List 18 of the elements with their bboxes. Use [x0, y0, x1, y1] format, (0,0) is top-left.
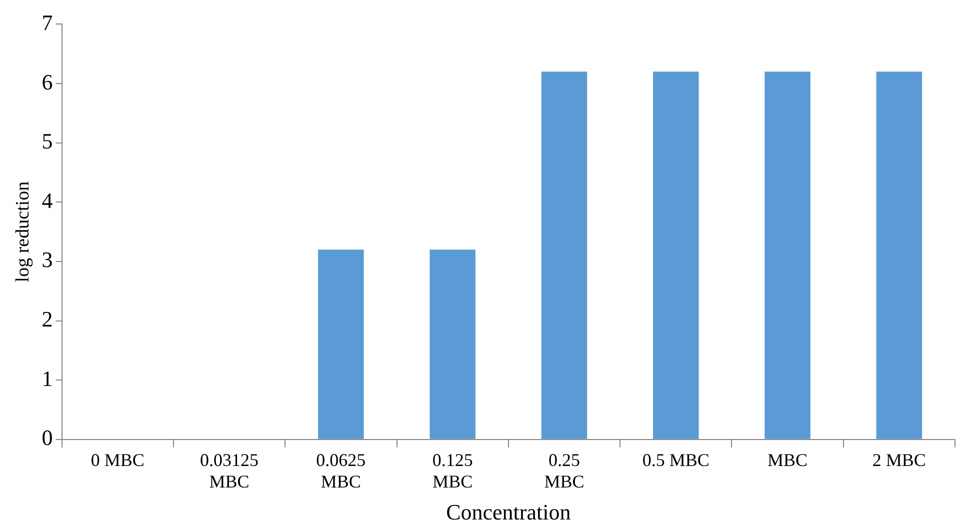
y-tick-label: 6	[42, 69, 53, 94]
y-tick-label: 7	[42, 10, 53, 35]
x-tick-label: 2 MBC	[872, 450, 926, 470]
y-tick-label: 4	[42, 188, 53, 213]
y-tick-label: 3	[42, 247, 53, 272]
y-tick-label: 1	[42, 366, 53, 391]
x-axis-title: Concentration	[446, 500, 571, 525]
y-axis-title: log reduction	[12, 180, 34, 282]
x-tick-label: 0.5 MBC	[642, 450, 710, 470]
x-tick-label: 0 MBC	[90, 450, 144, 470]
y-tick-label: 0	[42, 425, 53, 450]
x-tick-label: 0.25 MBC	[544, 450, 584, 492]
x-tick-label: 0.0625 MBC	[316, 450, 366, 492]
x-tick-label: 0.03125 MBC	[200, 450, 259, 492]
y-tick-label: 2	[42, 306, 53, 332]
x-tick-label: MBC	[768, 450, 808, 470]
y-tick-label: 5	[42, 128, 53, 154]
x-tick-label: 0.125 MBC	[432, 450, 473, 492]
